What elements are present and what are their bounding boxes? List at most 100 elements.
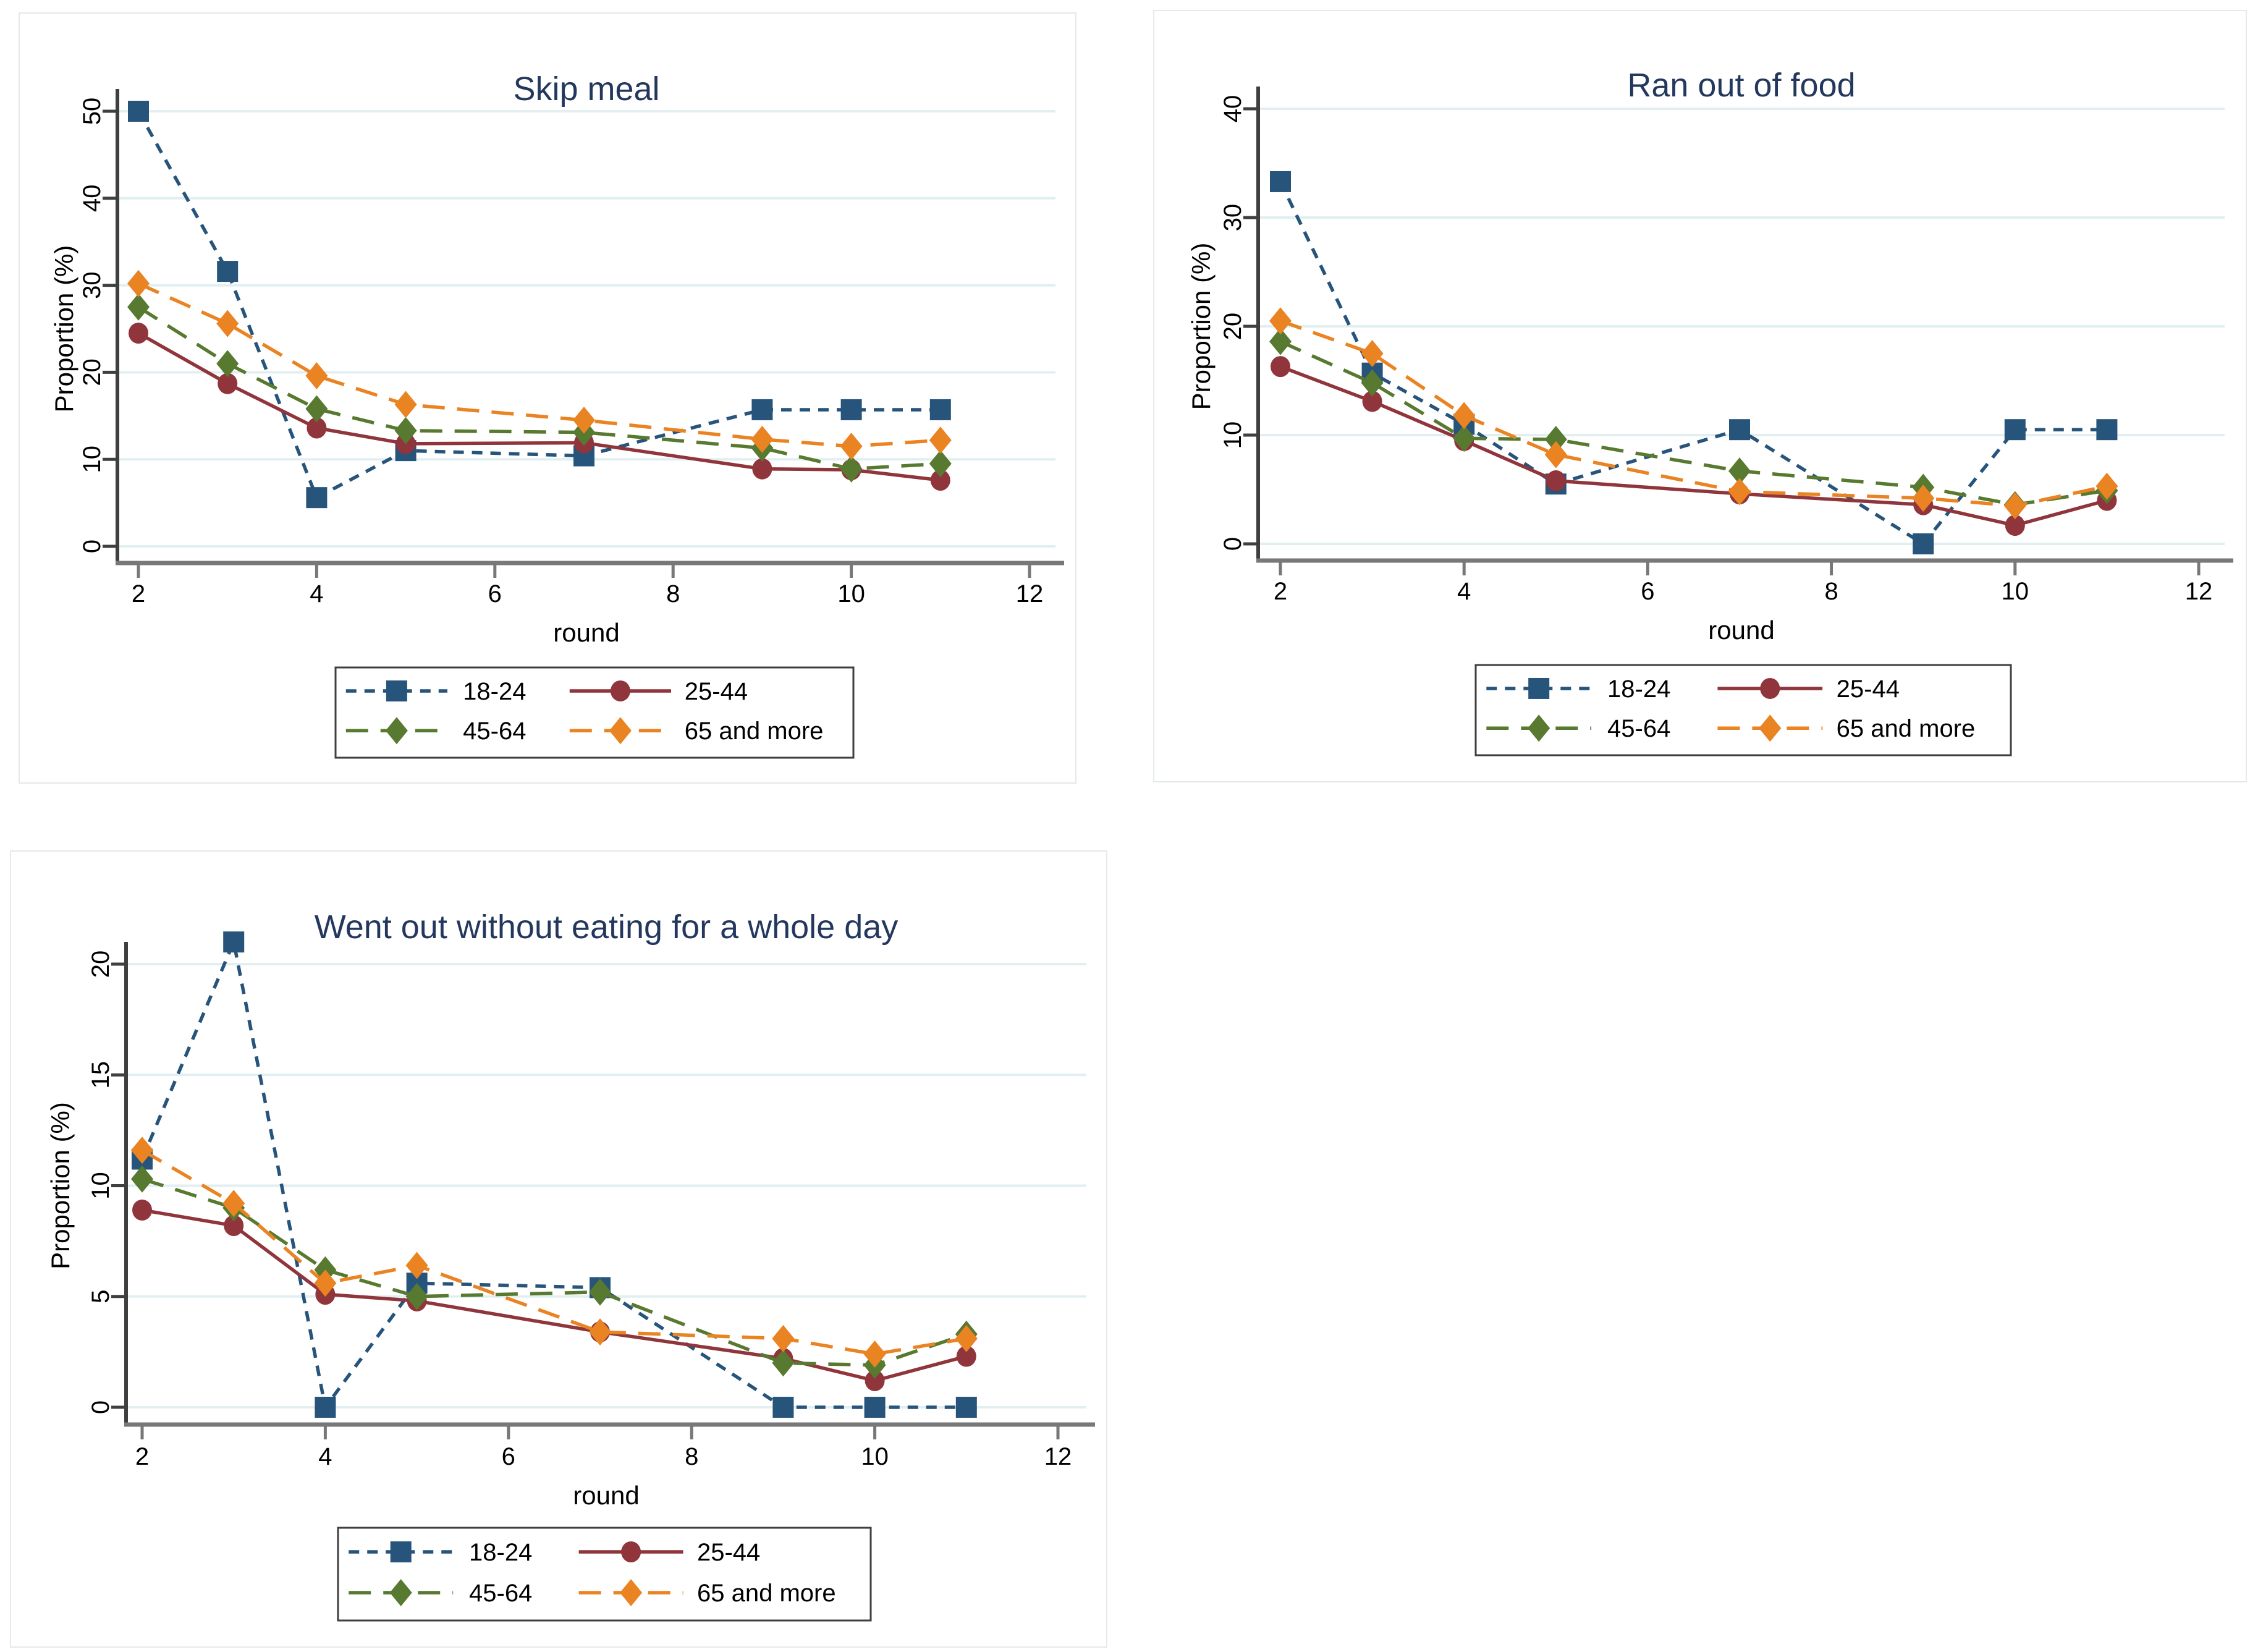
y-tick-label: 10 [78,446,106,473]
series-line [142,1177,967,1367]
circle-marker-icon [865,1370,885,1391]
circle-marker-icon [956,1345,976,1367]
diamond-marker-icon [127,293,150,321]
square-marker-icon [1913,533,1934,554]
diamond-marker-icon [1728,457,1751,485]
diamond-marker-icon [929,450,952,478]
diamond-marker-icon [589,1318,611,1346]
legend-label: 45-64 [1607,715,1670,742]
diamond-marker-icon [840,433,863,460]
circle-marker-icon [752,458,772,480]
x-tick-label: 10 [837,580,865,608]
diamond-marker-icon [1544,426,1567,454]
diamond-marker-icon [573,406,595,434]
x-tick-label: 12 [1044,1443,1072,1470]
legend-label: 65 and more [697,1580,836,1607]
series-line [1279,340,2107,507]
square-marker-icon [315,1397,336,1418]
line-chart-ran-out-of-food: 0 10 20 30 40 2 4 6 8 10 12 round Proportion (%) Ran … [1186,67,2233,756]
square-marker-icon [2004,419,2026,441]
y-tick-label: 10 [1219,421,1246,449]
diamond-marker-icon [222,1190,245,1218]
x-tick-label: 12 [1016,580,1044,608]
x-axis-title: round [1708,616,1774,645]
circle-marker-icon [1271,356,1290,378]
y-tick-label: 0 [78,540,106,553]
x-tick-label: 4 [318,1443,332,1470]
series-line [1280,365,2108,527]
legend-label: 45-64 [469,1580,532,1607]
y-tick-label: 30 [1219,204,1246,232]
series-line [1280,319,2107,508]
legend-box [337,1527,872,1622]
line-chart-skip-meal: 0 10 20 30 40 50 2 4 6 8 10 12 round Proportion (%) Sk… [49,70,1064,759]
series-18-24 [128,101,951,509]
circle-marker-icon [930,469,950,491]
diamond-marker-icon [389,1579,412,1606]
square-marker-icon [751,399,773,420]
legend-label: 18-24 [469,1539,532,1566]
chart-title: Skip meal [513,70,659,108]
square-marker-icon [929,399,951,420]
diamond-marker-icon [1528,714,1550,742]
circle-marker-icon [1362,391,1382,412]
square-marker-icon [306,487,328,509]
series-line [137,305,941,471]
series-18-24 [132,931,977,1418]
diamond-marker-icon [1361,340,1384,367]
diamond-marker-icon [394,391,417,418]
series-line [142,1208,967,1383]
diamond-marker-icon [216,310,239,337]
chart-panel-skip-meal: 0 10 20 30 40 50 2 4 6 8 10 12 round Proportion (%) Sk… [19,12,1076,784]
x-tick-label: 8 [666,580,680,608]
legend-label: 25-44 [685,678,748,705]
y-tick-label: 0 [1219,537,1246,551]
circle-marker-icon [621,1541,641,1562]
diamond-marker-icon [405,1252,428,1279]
series-line [137,331,941,482]
diamond-marker-icon [1269,328,1292,355]
y-tick-label: 20 [1219,313,1246,341]
diamond-marker-icon [405,1282,428,1310]
y-tick-label: 30 [78,271,106,299]
chart-title: Went out without eating for a whole day [315,909,899,946]
y-tick-label: 40 [78,185,106,213]
diamond-marker-icon [620,1579,643,1606]
circle-marker-icon [129,323,148,344]
x-tick-label: 2 [132,580,145,608]
x-tick-label: 10 [861,1443,889,1470]
diamond-marker-icon [609,717,632,745]
x-tick-label: 8 [1824,578,1838,605]
series-25-44 [129,323,950,491]
square-marker-icon [772,1397,794,1418]
legend-label: 45-64 [463,718,526,745]
diamond-marker-icon [394,417,417,444]
square-marker-icon [955,1397,977,1418]
diamond-marker-icon [1453,425,1476,452]
diamond-marker-icon [589,1278,611,1306]
diamond-marker-icon [2096,472,2118,500]
y-tick-label: 40 [1219,95,1246,123]
diamond-marker-icon [955,1324,978,1352]
square-marker-icon [864,1397,886,1418]
legend-label: 25-44 [697,1539,760,1566]
series-45-64 [131,1165,978,1379]
diamond-marker-icon [1759,714,1782,742]
diamond-marker-icon [2003,492,2026,520]
square-marker-icon [217,261,239,282]
circle-marker-icon [132,1199,152,1221]
y-tick-label: 20 [78,358,106,386]
legend-label: 25-44 [1837,676,1900,703]
x-tick-label: 6 [502,1443,515,1470]
diamond-marker-icon [131,1137,153,1164]
square-marker-icon [128,101,149,122]
square-marker-icon [390,1541,412,1562]
diamond-marker-icon [314,1269,337,1297]
circle-marker-icon [307,417,327,439]
square-marker-icon [840,399,862,420]
diamond-marker-icon [1912,485,1935,512]
y-tick-label: 20 [87,951,114,978]
x-axis-title: round [553,618,619,647]
diamond-marker-icon [772,1349,795,1377]
